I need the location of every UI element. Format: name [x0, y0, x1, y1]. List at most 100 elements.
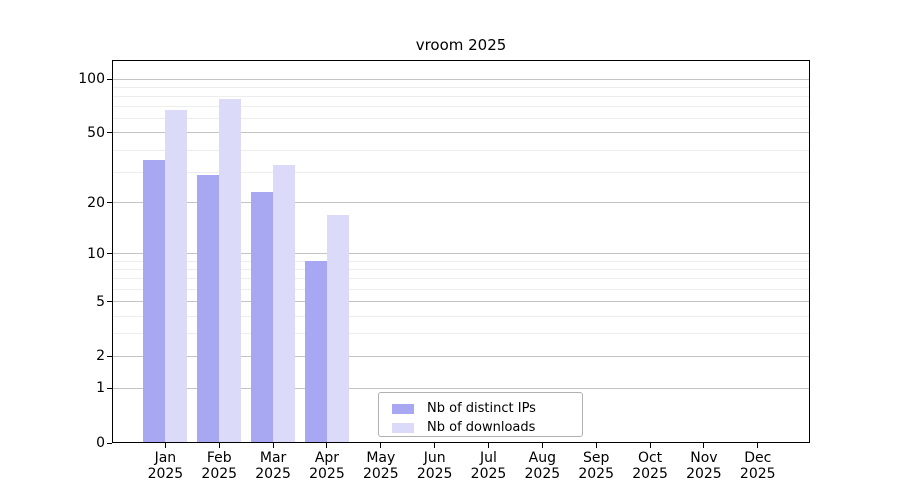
bar-nb-of-downloads [326, 215, 349, 443]
y-tick-mark [107, 301, 112, 303]
x-tick-mark [164, 443, 166, 448]
month-label: Jan [154, 450, 177, 466]
month-label: Oct [637, 450, 663, 466]
legend-swatch-downloads [392, 422, 414, 433]
x-tick-mark [488, 443, 489, 448]
x-tick-mark [218, 443, 220, 448]
legend-swatch-distinct-ips [392, 403, 414, 414]
month-label: Sep [582, 450, 610, 466]
x-tick-label: Dec 2025 [718, 450, 798, 482]
month-label: Jun [423, 450, 446, 466]
gridline-minor [112, 278, 810, 280]
gridline-minor [112, 95, 810, 97]
bar-nb-of-downloads [219, 99, 242, 443]
year-label: 2025 [201, 466, 238, 482]
plot-area [112, 60, 810, 443]
month-label: Aug [528, 450, 557, 466]
bar-nb-of-downloads [273, 164, 296, 443]
y-tick-mark [107, 253, 112, 255]
gridline-minor [112, 315, 810, 317]
gridline-major [112, 387, 810, 389]
legend-row-distinct-ips: Nb of distinct IPs [392, 399, 582, 418]
month-label: May [366, 450, 396, 466]
x-tick-label: Sep 2025 [556, 450, 636, 482]
month-label: Jul [480, 450, 497, 466]
gridline-major [112, 355, 810, 357]
legend-row-downloads: Nb of downloads [392, 418, 582, 437]
y-tick-label: 20 [87, 194, 105, 211]
y-tick-label: 0 [96, 435, 105, 451]
y-tick-mark [107, 132, 112, 134]
year-label: 2025 [147, 466, 184, 482]
y-tick-mark [107, 202, 112, 204]
gridline-minor [112, 106, 810, 108]
y-tick-label: 50 [87, 124, 105, 141]
x-tick-label: Jun 2025 [395, 450, 475, 482]
bar-nb-of-distinct-ips [197, 174, 220, 443]
y-tick-mark [107, 442, 112, 444]
year-label: 2025 [578, 466, 614, 482]
x-tick-label: Apr 2025 [287, 450, 367, 482]
gridline-minor [112, 86, 810, 88]
legend-label-distinct-ips: Nb of distinct IPs [427, 401, 536, 416]
x-tick-mark [757, 443, 759, 448]
y-tick-mark [107, 387, 112, 389]
x-tick-mark [326, 443, 328, 448]
year-label: 2025 [309, 466, 345, 482]
y-tick-label: 100 [78, 71, 105, 87]
gridline-minor [112, 171, 810, 173]
x-tick-label: Feb 2025 [179, 450, 259, 482]
month-label: Dec [744, 450, 772, 466]
y-tick-mark [107, 355, 112, 357]
year-label: 2025 [470, 466, 507, 482]
gridline-minor [112, 333, 810, 335]
x-tick-label: May 2025 [341, 450, 421, 482]
x-tick-label: Nov 2025 [664, 450, 744, 482]
gridline-minor [112, 118, 810, 120]
bar-nb-of-distinct-ips [304, 261, 327, 443]
year-label: 2025 [739, 466, 776, 482]
x-tick-label: Aug 2025 [502, 450, 582, 482]
y-tick-label: 5 [96, 293, 105, 310]
month-label: Nov [690, 450, 718, 466]
bar-nb-of-distinct-ips [143, 160, 166, 443]
chart-title: vroom 2025 [415, 36, 507, 54]
gridline-minor [112, 289, 810, 291]
month-label: Mar [259, 450, 287, 466]
gridline-major [112, 132, 810, 134]
gridline-minor [112, 149, 810, 151]
legend-label-downloads: Nb of downloads [427, 420, 536, 435]
x-tick-mark [703, 443, 705, 448]
x-tick-mark [380, 443, 382, 448]
legend: Nb of distinct IPs Nb of downloads [378, 392, 583, 437]
gridline-major [112, 202, 810, 204]
year-label: 2025 [416, 466, 453, 482]
year-label: 2025 [686, 466, 722, 482]
y-tick-label: 10 [87, 245, 105, 262]
gridline-minor [112, 269, 810, 271]
x-tick-label: Mar 2025 [233, 450, 313, 482]
month-label: Apr [314, 450, 340, 466]
gridline-major [112, 301, 810, 303]
gridline-minor [112, 260, 810, 262]
y-tick-label: 2 [96, 348, 105, 365]
x-tick-label: Jan 2025 [125, 450, 205, 482]
year-label: 2025 [362, 466, 399, 482]
gridline-major [112, 253, 810, 255]
month-label: Feb [206, 450, 232, 466]
x-tick-label: Jul 2025 [449, 450, 529, 482]
x-tick-mark [541, 443, 543, 448]
x-tick-mark [649, 443, 651, 448]
x-tick-mark [434, 443, 436, 448]
year-label: 2025 [632, 466, 668, 482]
bar-nb-of-distinct-ips [251, 192, 274, 443]
x-tick-mark [595, 443, 597, 448]
year-label: 2025 [255, 466, 291, 482]
gridline-major [112, 78, 810, 80]
bar-nb-of-downloads [165, 110, 188, 443]
x-tick-label: Oct 2025 [610, 450, 690, 482]
year-label: 2025 [524, 466, 561, 482]
y-tick-label: 1 [96, 380, 105, 397]
y-tick-mark [107, 78, 112, 80]
